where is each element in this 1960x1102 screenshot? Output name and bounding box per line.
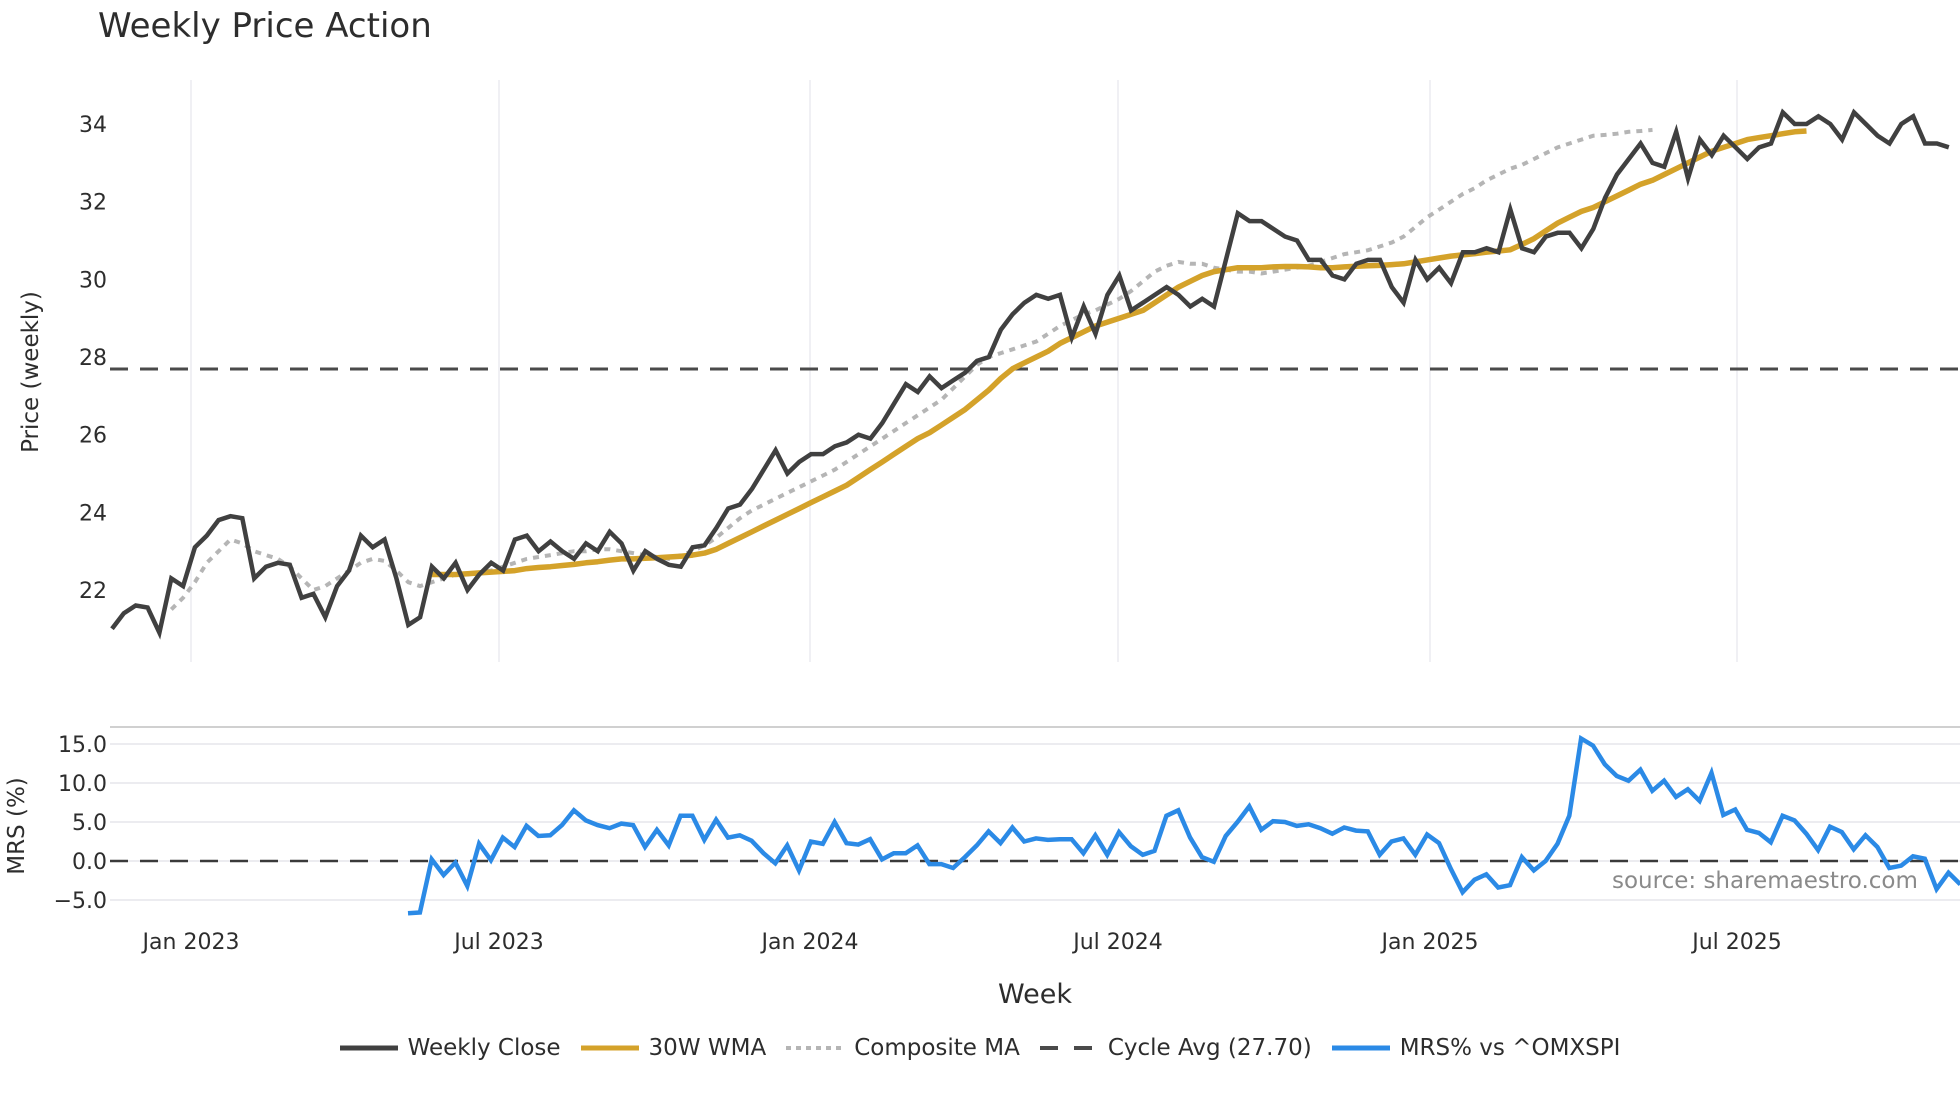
x-axis: Jan 2023 Jul 2023 Jan 2024 Jul 2024 Jan 2025… — [141, 930, 1782, 955]
mrs-line — [407, 734, 1960, 916]
solid-line-icon — [339, 1045, 398, 1051]
mrs-y-tick: 10.0 — [58, 772, 107, 797]
legend-item-30w-wma[interactable]: 30W WMA — [580, 1035, 767, 1061]
legend-label: Composite MA — [854, 1035, 1020, 1061]
legend: Weekly Close 30W WMA Composite MA Cycle … — [0, 1035, 1960, 1061]
x-axis-label: Week — [998, 979, 1072, 1010]
price-y-tick: 24 — [79, 501, 107, 526]
x-tick-label: Jan 2023 — [141, 930, 240, 955]
x-tick-label: Jan 2024 — [760, 930, 859, 955]
legend-label: MRS% vs ^OMXSPI — [1399, 1035, 1621, 1061]
price-y-axis: 22 24 26 28 30 32 34 — [79, 113, 107, 604]
mrs-y-tick: 0.0 — [72, 850, 107, 875]
legend-item-mrs[interactable]: MRS% vs ^OMXSPI — [1331, 1035, 1621, 1061]
price-y-tick: 30 — [79, 268, 107, 293]
price-y-tick: 26 — [79, 424, 107, 449]
solid-line-icon — [580, 1045, 639, 1051]
price-y-axis-label: Price (weekly) — [18, 291, 44, 453]
dashed-line-icon — [1039, 1046, 1098, 1050]
x-tick-label: Jul 2023 — [452, 930, 544, 955]
x-tick-label: Jul 2025 — [1690, 930, 1782, 955]
legend-item-cycle-avg[interactable]: Cycle Avg (27.70) — [1039, 1035, 1312, 1061]
wma-line — [431, 128, 1807, 578]
price-y-tick: 34 — [79, 113, 107, 138]
chart-title: Weekly Price Action — [98, 6, 432, 46]
price-gridlines — [190, 80, 1738, 662]
mrs-series — [407, 734, 1960, 916]
mrs-y-axis: 15.0 10.0 5.0 0.0 −5.0 — [54, 733, 107, 914]
mrs-y-axis-label: MRS (%) — [4, 777, 30, 875]
legend-label: Weekly Close — [407, 1035, 561, 1061]
legend-item-composite-ma[interactable]: Composite MA — [786, 1035, 1020, 1061]
x-tick-label: Jul 2024 — [1071, 930, 1163, 955]
legend-label: 30W WMA — [648, 1035, 767, 1061]
price-y-tick: 22 — [79, 579, 107, 604]
legend-item-weekly-close[interactable]: Weekly Close — [339, 1035, 561, 1061]
dotted-line-icon — [786, 1046, 845, 1050]
price-series — [110, 108, 1950, 640]
mrs-y-tick: 15.0 — [58, 733, 107, 758]
mrs-y-tick: −5.0 — [54, 889, 107, 914]
mrs-y-tick: 5.0 — [72, 811, 107, 836]
composite-ma-line — [169, 127, 1653, 611]
weekly-close-line — [110, 108, 1950, 640]
solid-line-icon — [1331, 1045, 1390, 1051]
source-note: source: sharemaestro.com — [1612, 868, 1918, 894]
price-y-tick: 28 — [79, 346, 107, 371]
legend-label: Cycle Avg (27.70) — [1107, 1035, 1312, 1061]
price-y-tick: 32 — [79, 191, 107, 216]
x-tick-label: Jan 2025 — [1380, 930, 1479, 955]
